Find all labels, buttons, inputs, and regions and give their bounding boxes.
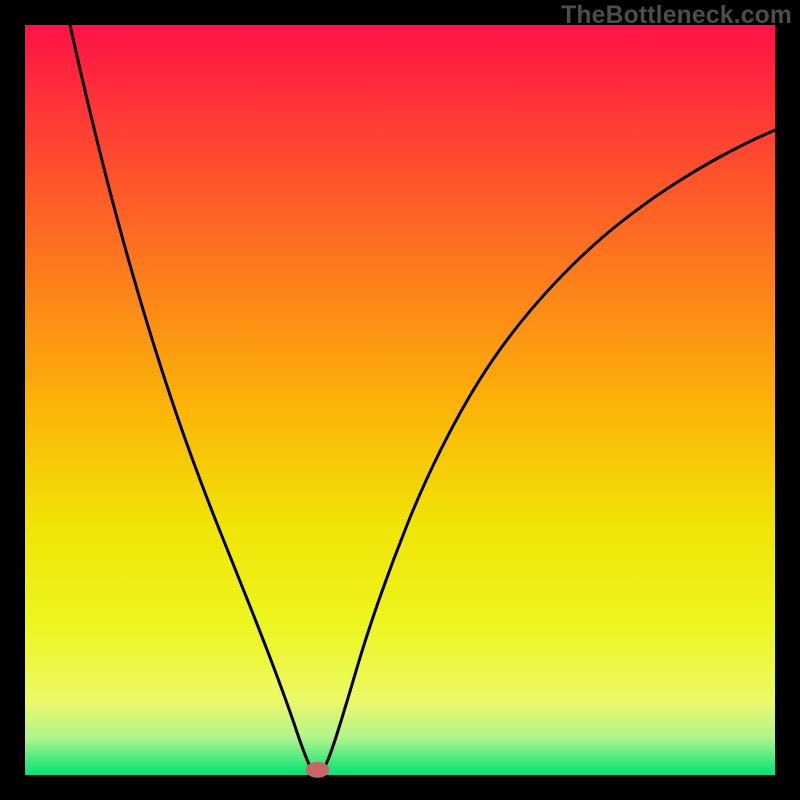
gradient-background xyxy=(25,25,775,775)
chart-container: TheBottleneck.com xyxy=(0,0,800,800)
optimal-point-marker xyxy=(306,762,329,777)
attribution-text: TheBottleneck.com xyxy=(561,2,792,30)
bottleneck-curve-chart xyxy=(0,0,800,800)
